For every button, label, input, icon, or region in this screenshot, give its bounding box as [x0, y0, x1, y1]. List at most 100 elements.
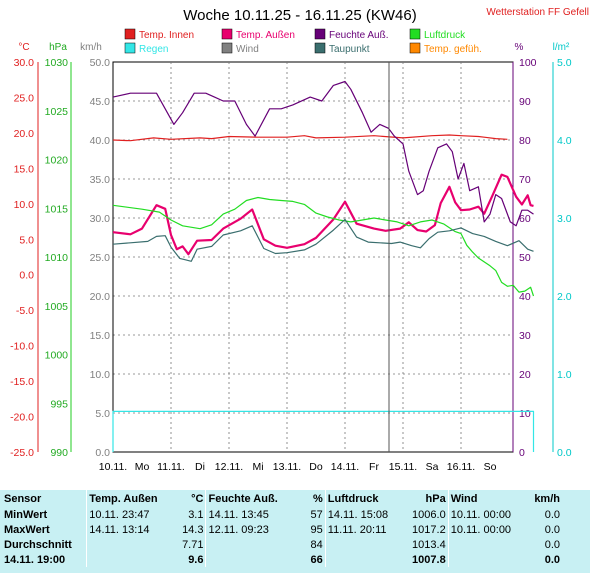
- stats-cell-time: [447, 552, 523, 567]
- x-tick-label: 12.11.: [215, 461, 243, 473]
- stats-cell-time: [447, 537, 523, 552]
- stats-header-row: Sensor Temp. Außen °C Feuchte Auß. % Luf…: [2, 490, 562, 507]
- celsius-tick-label: 0.0: [19, 270, 34, 282]
- percent-tick-label: 70: [519, 174, 531, 186]
- hpa-tick-label: 1005: [45, 301, 69, 313]
- chart-title: Woche 10.11.25 - 16.11.25 (KW46): [183, 7, 416, 24]
- stats-cell-time: 14.11. 15:08: [324, 507, 410, 522]
- stats-cell-value: 0.0: [544, 538, 560, 551]
- percent-tick-label: 50: [519, 252, 531, 264]
- stats-header-temp: Temp. Außen: [86, 490, 172, 507]
- legend-swatch: [314, 42, 326, 54]
- legend-label: Temp. Innen: [139, 30, 194, 41]
- rain-tick-label: 5.0: [557, 57, 572, 69]
- kmh-tick-label: 45.0: [90, 96, 111, 108]
- kmh-tick-label: 40.0: [90, 135, 111, 147]
- stats-cell-value: 0.0: [544, 553, 560, 566]
- stats-row-max: MaxWert 14.11. 13:14 14.3 12.11. 09:23 9…: [2, 522, 562, 537]
- series-line-temp-au-en: [112, 173, 534, 256]
- stats-cell-value: 95: [310, 523, 323, 536]
- stats-header-humidity-unit: %: [312, 492, 323, 505]
- legend-swatch: [124, 28, 136, 40]
- x-tick-label: So: [484, 461, 497, 473]
- rain-unit: l/m²: [553, 42, 570, 53]
- hpa-tick-label: 990: [50, 447, 68, 459]
- stats-cell-time: 10.11. 00:00: [447, 507, 523, 522]
- legend-swatch: [314, 28, 326, 40]
- stats-cell-value: 1006.0: [412, 508, 446, 521]
- x-tick-label: 11.11.: [157, 461, 185, 473]
- legend-label: Wind: [236, 44, 259, 55]
- stats-cell-value: 1013.4: [412, 538, 446, 551]
- x-tick-label: Di: [195, 461, 205, 473]
- hpa-tick-label: 1030: [45, 57, 69, 69]
- percent-tick-label: 20: [519, 369, 531, 381]
- stats-row-label: Durchschnitt: [4, 538, 72, 551]
- axis-ticks: 30.0 25.0 20.0 15.0 10.0 5.0 0.0 -5.0 -10.0 -15.0…: [10, 57, 572, 459]
- stats-cell-time: 14.11. 13:14: [86, 522, 172, 537]
- stats-cell-time: [205, 552, 291, 567]
- stats-cell-value: 1007.8: [412, 553, 446, 566]
- series-line-regen: [112, 410, 535, 452]
- celsius-tick-label: -25.0: [10, 447, 34, 459]
- legend-swatch: [124, 42, 136, 54]
- percent-tick-label: 100: [519, 57, 537, 69]
- stats-cell-time: 14.11. 13:45: [205, 507, 291, 522]
- left-axes: [37, 62, 114, 452]
- percent-tick-label: 80: [519, 135, 531, 147]
- legend-label: Feuchte Auß.: [329, 30, 388, 41]
- legend-swatch: [221, 28, 233, 40]
- rain-tick-label: 4.0: [557, 135, 572, 147]
- rain-tick-label: 2.0: [557, 291, 572, 303]
- kmh-tick-label: 20.0: [90, 291, 111, 303]
- celsius-tick-label: 5.0: [19, 234, 34, 246]
- hpa-tick-label: 1000: [45, 350, 69, 362]
- stats-cell-value: 9.6: [188, 553, 204, 566]
- stats-cell-value: 7.71: [182, 538, 204, 551]
- percent-tick-label: 90: [519, 96, 531, 108]
- celsius-unit: °C: [18, 42, 29, 53]
- series-line-feuchte-au: [112, 80, 534, 227]
- stats-row-average: Durchschnitt 7.71 84 1013.4 0.0: [2, 537, 562, 552]
- stats-cell-value: 84: [310, 538, 323, 551]
- chart-grid: [113, 62, 513, 452]
- stats-cell-value: 66: [310, 553, 323, 566]
- stats-cell-value: 1017.2: [412, 523, 446, 536]
- axis-units: °C hPa km/h % l/m²: [18, 42, 570, 53]
- x-tick-label: Fr: [369, 461, 379, 473]
- stats-cell-value: 3.1: [188, 508, 204, 521]
- legend-swatch: [409, 42, 421, 54]
- stats-cell-value: 0.0: [544, 508, 560, 521]
- stats-cell-time: 12.11. 09:23: [205, 522, 291, 537]
- stats-row-label: 14.11. 19:00: [4, 553, 66, 566]
- percent-tick-label: 30: [519, 330, 531, 342]
- series-line-temp-innen: [112, 134, 508, 142]
- chart-legend: Temp. Innen Temp. Außen Feuchte Auß. Luftdr…: [124, 28, 482, 55]
- percent-tick-label: 40: [519, 291, 531, 303]
- x-tick-label: Mo: [135, 461, 150, 473]
- stats-header-pressure-unit: hPa: [425, 492, 446, 505]
- legend-label: Temp. Außen: [236, 30, 295, 41]
- stats-header-humidity: Feuchte Auß.: [205, 490, 291, 507]
- kmh-tick-label: 35.0: [90, 174, 111, 186]
- stats-header-wind: Wind: [447, 490, 523, 507]
- celsius-tick-label: -20.0: [10, 412, 34, 424]
- percent-tick-label: 60: [519, 213, 531, 225]
- rain-tick-label: 3.0: [557, 213, 572, 225]
- series-line-luftdruck: [112, 196, 535, 297]
- celsius-tick-label: -15.0: [10, 376, 34, 388]
- stats-row-current: 14.11. 19:00 9.6 66 1007.8 0.0: [2, 552, 562, 567]
- stats-cell-value: 57: [310, 508, 323, 521]
- stats-cell-time: [86, 552, 172, 567]
- rain-tick-label: 0.0: [557, 447, 572, 459]
- legend-swatch: [221, 42, 233, 54]
- stats-row-min: MinWert 10.11. 23:47 3.1 14.11. 13:45 57…: [2, 507, 562, 522]
- stats-cell-time: 10.11. 00:00: [447, 522, 523, 537]
- stats-cell-time: [86, 537, 172, 552]
- celsius-tick-label: -5.0: [16, 305, 34, 317]
- celsius-tick-label: -10.0: [10, 341, 34, 353]
- celsius-tick-label: 25.0: [14, 92, 35, 104]
- percent-tick-label: 10: [519, 408, 531, 420]
- x-tick-label: Do: [309, 461, 323, 473]
- stats-cell-time: 10.11. 23:47: [86, 507, 172, 522]
